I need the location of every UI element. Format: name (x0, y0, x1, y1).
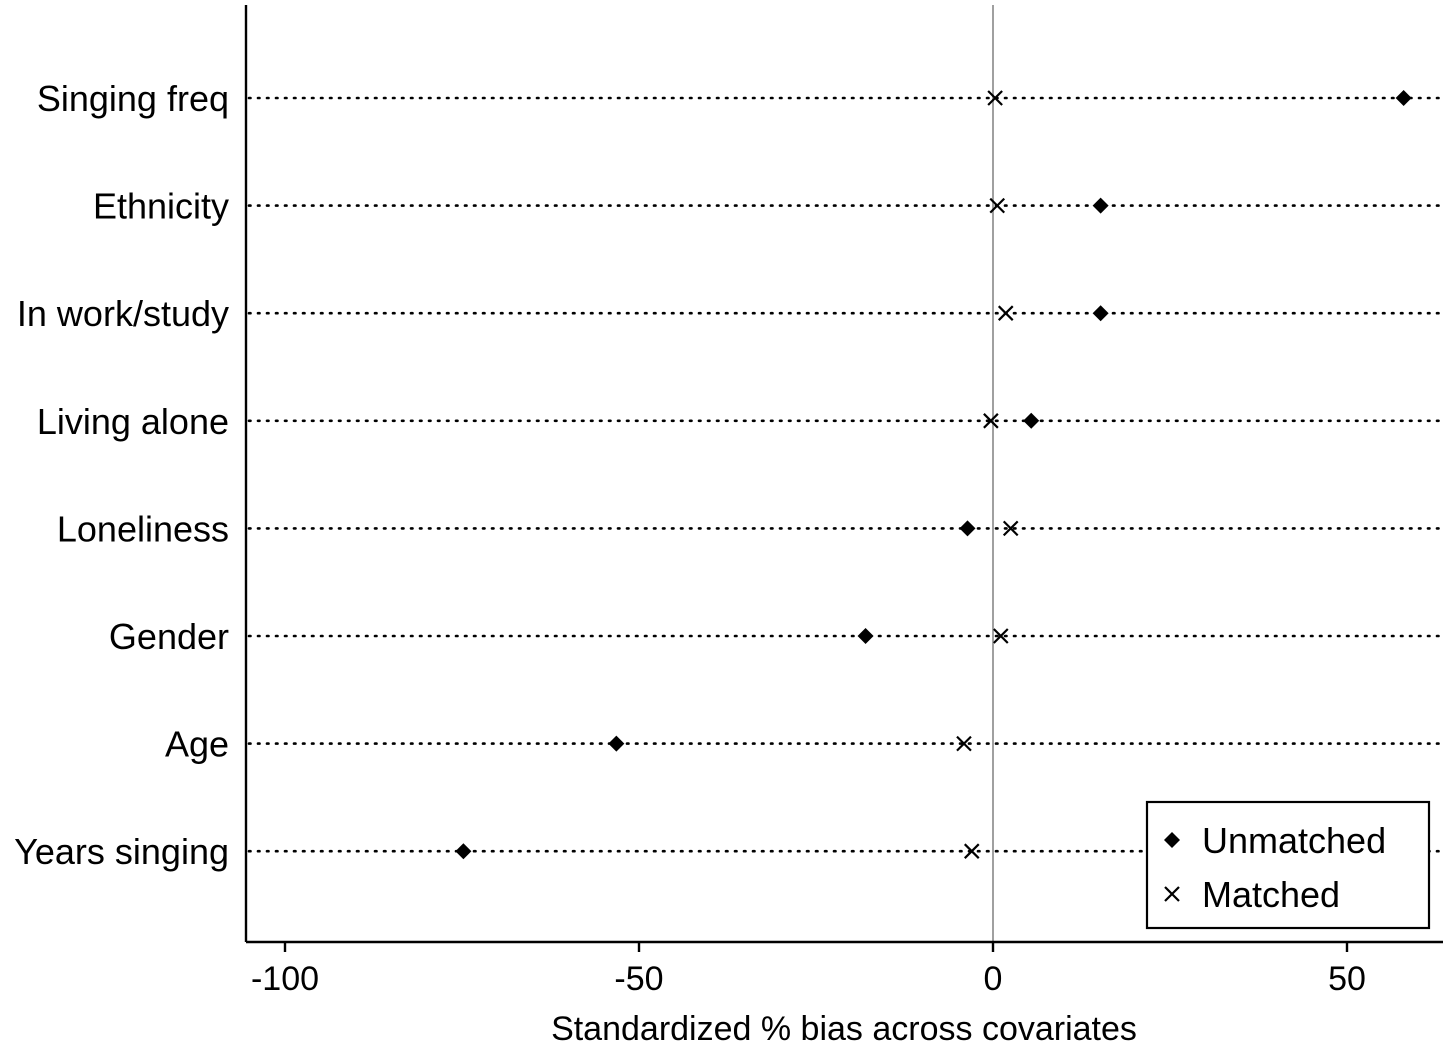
x-tick-label: 50 (1328, 960, 1366, 998)
legend-box (1145, 800, 1431, 930)
axes (244, 5, 1443, 952)
legend: Unmatched Matched (1145, 800, 1431, 930)
matched-point (956, 735, 972, 752)
data-markers (455, 90, 1412, 860)
matched-point (987, 90, 1003, 106)
matched-point (993, 628, 1009, 644)
unmatched-point (1092, 305, 1109, 322)
x-axis-title: Standardized % bias across covariates (551, 1010, 1137, 1046)
legend-label: Matched (1202, 874, 1340, 915)
matched-point (983, 413, 999, 429)
matched-point (1002, 520, 1019, 537)
unmatched-point (857, 628, 874, 644)
category-label: Gender (109, 616, 229, 657)
category-label: Years singing (14, 831, 229, 872)
category-label: Singing freq (37, 78, 229, 119)
x-tick-label: -100 (251, 960, 319, 998)
unmatched-point (1092, 197, 1109, 214)
matched-point (963, 843, 980, 859)
category-label: Ethnicity (93, 186, 229, 227)
x-tick-labels: -100 -50 0 50 (251, 960, 1366, 998)
unmatched-point (455, 843, 472, 860)
category-label: Living alone (37, 401, 229, 442)
category-label: Age (165, 724, 229, 765)
legend-unmatched-marker (1164, 832, 1180, 848)
legend-label: Unmatched (1202, 820, 1386, 861)
matched-point (997, 305, 1014, 321)
category-label: In work/study (17, 293, 229, 334)
x-tick-label: 0 (984, 960, 1003, 998)
unmatched-point (1023, 412, 1040, 429)
matched-point (989, 197, 1006, 214)
legend-matched-marker (1164, 886, 1180, 902)
grid-lines (247, 96, 1445, 853)
category-label: Loneliness (57, 508, 229, 549)
category-labels: Singing freq Ethnicity In work/study Living… (14, 78, 229, 872)
x-tick-label: -50 (614, 960, 663, 998)
unmatched-point (959, 520, 976, 537)
unmatched-point (1395, 90, 1412, 106)
unmatched-point (608, 735, 625, 752)
